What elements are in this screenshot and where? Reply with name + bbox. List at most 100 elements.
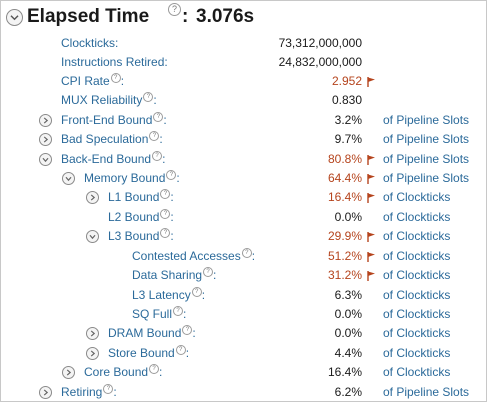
- metric-unit: of Clockticks: [383, 210, 451, 224]
- metric-value: 0.830: [331, 93, 362, 107]
- metric-unit: of Clockticks: [383, 365, 451, 379]
- expand-icon[interactable]: [62, 366, 75, 379]
- help-icon[interactable]: ?: [160, 189, 171, 199]
- metric-label: Data Sharing?:: [132, 267, 217, 282]
- help-icon[interactable]: ?: [153, 112, 164, 122]
- metric-row[interactable]: DRAM Bound?: 0.0% of Clockticks: [1, 324, 487, 343]
- metric-value: 6.3%: [334, 288, 362, 302]
- header-colon: :: [182, 6, 189, 27]
- metric-label: L1 Bound?:: [108, 189, 174, 204]
- metric-row[interactable]: Memory Bound?: 64.4% of Pipeline Slots: [1, 169, 487, 188]
- help-icon[interactable]: ?: [143, 92, 154, 102]
- metric-row[interactable]: L3 Bound?: 29.9% of Clockticks: [1, 227, 487, 246]
- metric-unit: of Pipeline Slots: [383, 113, 470, 127]
- metric-value: 24,832,000,000: [278, 55, 362, 69]
- metric-value: 51.2%: [327, 249, 362, 263]
- metric-label: L3 Bound?:: [108, 228, 174, 243]
- metric-value: 80.8%: [327, 152, 362, 166]
- metric-label: Instructions Retired:: [61, 55, 168, 69]
- metric-row: L3 Latency?: 6.3% of Clockticks: [1, 286, 487, 305]
- metric-value: 64.4%: [327, 171, 362, 185]
- metric-label-text: Front-End Bound: [61, 113, 153, 127]
- metric-row[interactable]: Retiring?: 6.2% of Pipeline Slots: [1, 383, 487, 402]
- elapsed-time-header: Elapsed Time ? : 3.076s: [1, 1, 487, 35]
- metric-label-text: DRAM Bound: [108, 326, 182, 340]
- metric-row: MUX Reliability?: 0.830: [1, 91, 487, 110]
- help-icon[interactable]: ?: [152, 151, 163, 161]
- help-icon[interactable]: ?: [203, 267, 214, 277]
- metric-row[interactable]: Bad Speculation?: 9.7% of Pipeline Slots: [1, 130, 487, 149]
- metric-row[interactable]: Front-End Bound?: 3.2% of Pipeline Slots: [1, 111, 487, 130]
- collapse-icon[interactable]: [86, 230, 99, 243]
- metric-row[interactable]: Store Bound?: 4.4% of Clockticks: [1, 344, 487, 363]
- metric-unit: of Pipeline Slots: [383, 171, 470, 185]
- metric-label: SQ Full?:: [132, 306, 187, 321]
- metric-label-text: Bad Speculation: [61, 132, 149, 146]
- collapse-icon[interactable]: [39, 153, 52, 166]
- metric-label: Back-End Bound?:: [61, 151, 166, 166]
- warning-flag-icon: [367, 192, 376, 206]
- help-icon[interactable]: ?: [191, 287, 202, 297]
- warning-flag-icon: [367, 270, 376, 284]
- metric-unit: of Clockticks: [383, 268, 451, 282]
- help-icon[interactable]: ?: [182, 325, 193, 335]
- metric-value: 4.4%: [334, 346, 362, 360]
- collapse-toggle-icon[interactable]: [6, 9, 23, 26]
- metric-label-text: Core Bound: [84, 365, 149, 379]
- help-icon[interactable]: ?: [241, 248, 252, 258]
- elapsed-time-value: 3.076s: [196, 6, 255, 27]
- metric-label-text: SQ Full: [132, 307, 173, 321]
- metric-unit: of Clockticks: [383, 326, 451, 340]
- metric-label: Retiring?:: [61, 384, 117, 399]
- metric-row: Data Sharing?: 31.2% of Clockticks: [1, 266, 487, 285]
- metric-unit: of Clockticks: [383, 346, 451, 360]
- help-icon[interactable]: ?: [149, 364, 160, 374]
- help-icon[interactable]: ?: [160, 209, 171, 219]
- metric-label: CPI Rate?:: [61, 73, 125, 88]
- warning-flag-icon: [367, 76, 376, 90]
- metric-row[interactable]: Back-End Bound?: 80.8% of Pipeline Slots: [1, 150, 487, 169]
- expand-icon[interactable]: [86, 191, 99, 204]
- metric-value: 0.0%: [334, 326, 362, 340]
- expand-icon[interactable]: [86, 327, 99, 340]
- metric-row: Clockticks: 73,312,000,000: [1, 34, 487, 53]
- help-icon[interactable]: ?: [168, 3, 181, 16]
- metric-row: SQ Full?: 0.0% of Clockticks: [1, 305, 487, 324]
- metric-unit: of Clockticks: [383, 307, 451, 321]
- metric-row: L2 Bound?: 0.0% of Clockticks: [1, 208, 487, 227]
- metric-label-text: Back-End Bound: [61, 152, 152, 166]
- warning-flag-icon: [367, 231, 376, 245]
- help-icon[interactable]: ?: [110, 73, 121, 83]
- metric-label-text: Store Bound: [108, 346, 175, 360]
- metric-value: 2.952: [331, 74, 362, 88]
- metric-value: 6.2%: [334, 385, 362, 399]
- metric-value: 16.4%: [327, 365, 362, 379]
- expand-icon[interactable]: [39, 386, 52, 399]
- metric-value: 16.4%: [327, 190, 362, 204]
- metric-row[interactable]: L1 Bound?: 16.4% of Clockticks: [1, 188, 487, 207]
- metric-label: L2 Bound?:: [108, 209, 174, 224]
- metric-label: Bad Speculation?:: [61, 131, 163, 146]
- metric-value: 0.0%: [334, 210, 362, 224]
- collapse-icon[interactable]: [62, 172, 75, 185]
- help-icon[interactable]: ?: [175, 345, 186, 355]
- expand-icon[interactable]: [39, 114, 52, 127]
- help-icon[interactable]: ?: [103, 384, 114, 394]
- metric-unit: of Pipeline Slots: [383, 385, 470, 399]
- metric-row: Contested Accesses?: 51.2% of Clockticks: [1, 247, 487, 266]
- help-icon[interactable]: ?: [160, 228, 171, 238]
- metric-label-text: Retiring: [61, 385, 103, 399]
- help-icon[interactable]: ?: [166, 170, 177, 180]
- help-icon[interactable]: ?: [149, 131, 160, 141]
- expand-icon[interactable]: [39, 133, 52, 146]
- metric-row[interactable]: Core Bound?: 16.4% of Clockticks: [1, 363, 487, 382]
- help-icon[interactable]: ?: [173, 306, 184, 316]
- metric-unit: of Pipeline Slots: [383, 132, 470, 146]
- metric-label-text: CPI Rate: [61, 74, 110, 88]
- metric-label-text: L3 Bound: [108, 229, 160, 243]
- expand-icon[interactable]: [86, 347, 99, 360]
- elapsed-time-title: Elapsed Time: [27, 6, 150, 27]
- metric-label-text: L1 Bound: [108, 190, 160, 204]
- metric-label: DRAM Bound?:: [108, 325, 196, 340]
- metric-label: Front-End Bound?:: [61, 112, 167, 127]
